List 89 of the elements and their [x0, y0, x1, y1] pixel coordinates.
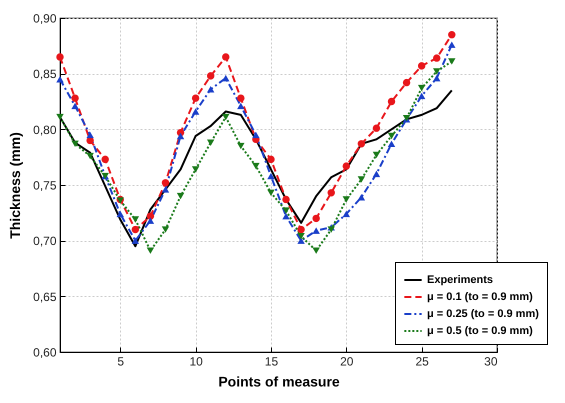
point	[448, 58, 456, 65]
point	[237, 142, 245, 150]
point	[372, 152, 380, 158]
point	[342, 162, 350, 170]
point	[192, 166, 200, 173]
y-tick-label: 0,90	[33, 12, 57, 26]
y-tick-label: 0,65	[33, 290, 57, 304]
point	[176, 132, 184, 140]
point	[433, 54, 440, 62]
point	[312, 247, 320, 254]
point	[312, 227, 320, 234]
legend-label: Experiments	[427, 274, 494, 286]
point	[162, 226, 170, 233]
point	[222, 53, 230, 61]
point	[71, 94, 79, 102]
point	[222, 74, 230, 82]
point	[297, 237, 305, 244]
point	[433, 68, 440, 75]
point	[388, 132, 396, 140]
point	[358, 194, 366, 200]
legend-label: μ = 0.25 (to = 0.9 mm)	[427, 308, 540, 320]
point	[192, 94, 200, 102]
legend-label: μ = 0.1 (to = 0.9 mm)	[427, 291, 534, 303]
point	[282, 207, 290, 214]
x-tick-label: 15	[264, 354, 278, 368]
point	[433, 74, 440, 82]
y-tick-label: 0,70	[33, 234, 57, 248]
point	[206, 139, 214, 146]
point	[237, 102, 245, 110]
point	[448, 42, 456, 48]
point	[342, 210, 350, 218]
point	[252, 132, 260, 138]
x-tick-label: 5	[117, 354, 124, 368]
point	[402, 78, 410, 86]
point	[162, 179, 170, 186]
point	[237, 94, 245, 102]
point	[71, 102, 79, 110]
point	[358, 176, 366, 183]
point	[448, 31, 456, 38]
point	[206, 72, 214, 80]
point	[56, 76, 64, 82]
x-tick-label: 25	[415, 354, 430, 368]
point	[146, 212, 154, 220]
point	[86, 152, 94, 160]
point	[71, 140, 79, 148]
point	[297, 226, 305, 234]
y-axis-title: Thickness (mm)	[7, 132, 24, 239]
point	[312, 214, 320, 222]
point	[176, 192, 184, 200]
y-tick-label: 0,80	[33, 122, 57, 137]
point	[282, 212, 290, 220]
x-tick-label: 10	[189, 354, 204, 368]
point	[372, 170, 380, 178]
point	[206, 86, 214, 92]
point	[56, 114, 64, 120]
point	[418, 62, 426, 70]
point	[102, 156, 109, 164]
point	[282, 196, 290, 204]
point	[372, 124, 380, 132]
point	[146, 217, 154, 224]
point	[267, 156, 275, 164]
point	[116, 210, 124, 218]
point	[267, 190, 275, 196]
point	[86, 132, 94, 138]
point	[418, 84, 426, 92]
point	[267, 172, 275, 180]
point	[146, 247, 154, 254]
point	[388, 140, 396, 148]
point	[328, 189, 335, 196]
point	[132, 237, 140, 244]
point	[132, 226, 140, 234]
point	[252, 162, 260, 170]
point	[56, 53, 64, 61]
point	[192, 108, 200, 115]
point	[342, 196, 350, 203]
y-tick-label: 0,60	[33, 346, 57, 360]
x-tick-label: 30	[484, 354, 498, 368]
x-tick-label: 20	[340, 354, 354, 368]
point	[162, 186, 170, 193]
point	[418, 92, 426, 100]
point	[358, 140, 366, 148]
legend-label: μ = 0.5 (to = 0.9 mm)	[427, 325, 534, 337]
point	[297, 233, 305, 240]
point	[132, 216, 140, 223]
y-tick-label: 0,75	[33, 178, 57, 192]
point	[388, 98, 396, 106]
y-tick-label: 0,85	[33, 67, 57, 82]
x-axis-title: Points of measure	[218, 374, 340, 390]
point	[222, 114, 230, 120]
